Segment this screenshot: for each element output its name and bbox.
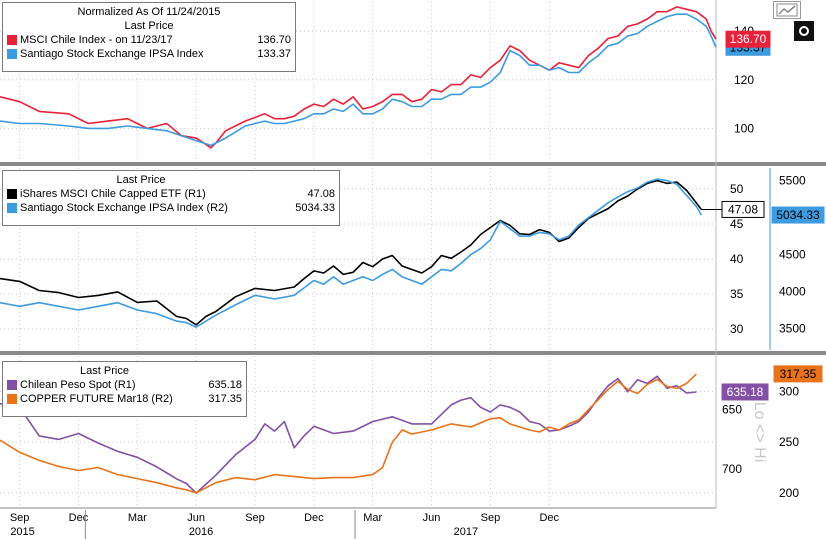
legend-bottom-item-copper[interactable]: COPPER FUTURE Mar18 (R2) 317.35 (7, 392, 242, 406)
y-tick-label-left: 30 (730, 322, 744, 336)
legend-swatch (7, 49, 17, 59)
legend-value: 5034.33 (295, 202, 335, 214)
y-tick-label-right: 4500 (779, 248, 806, 262)
x-tick-label: Jun (187, 512, 205, 524)
legend-top-title: Normalized As Of 11/24/2015 (77, 6, 221, 18)
line-chart-icon[interactable] (773, 1, 801, 19)
legend-swatch (7, 35, 17, 45)
legend-bottom-subtitle: Last Price (80, 365, 129, 377)
value-tag: 5034.33 (776, 208, 820, 222)
x-year-label: 2017 (454, 526, 478, 538)
y-tick-label: 120 (734, 73, 754, 87)
y-tick-label-left: 35 (730, 287, 744, 301)
x-tick-label: Mar (128, 512, 147, 524)
legend-middle[interactable]: Last Price iShares MSCI Chile Capped ETF… (2, 170, 340, 226)
x-tick-label: Mar (363, 512, 382, 524)
legend-swatch (7, 394, 17, 404)
y-tick-label-left: 45 (730, 217, 744, 231)
settings-dot-icon[interactable] (794, 21, 814, 41)
x-tick-label: Sep (10, 512, 30, 524)
legend-value: 136.70 (257, 34, 291, 46)
lo-hi-label: Lo <> Hi (751, 402, 768, 462)
y-tick-label-right: 250 (779, 435, 799, 449)
legend-bottom[interactable]: Last Price Chilean Peso Spot (R1) 635.18… (2, 361, 247, 417)
y-tick-label-right: 3500 (779, 322, 806, 336)
y-tick-label-right: 5500 (779, 174, 806, 188)
legend-top-item-ipsa[interactable]: Santiago Stock Exchange IPSA Index 133.3… (7, 47, 291, 61)
panel-separator (0, 162, 826, 166)
legend-label: Santiago Stock Exchange IPSA Index (20, 48, 204, 60)
value-tag: 317.35 (780, 367, 817, 381)
panel-separator (0, 351, 826, 355)
value-tag-bg (725, 30, 771, 48)
x-tick-label: Sep (245, 512, 265, 524)
legend-top-subtitle: Last Price (124, 20, 174, 32)
line-chart-glyph (776, 3, 798, 17)
value-tag-bg (721, 200, 765, 218)
series-line (0, 373, 697, 494)
y-tick-label-right: 4000 (779, 285, 806, 299)
legend-swatch (7, 203, 17, 213)
value-tag-bg (773, 365, 823, 383)
legend-label: Santiago Stock Exchange IPSA Index (R2) (20, 202, 228, 214)
legend-value: 133.37 (257, 48, 291, 60)
legend-top-item-msci[interactable]: MSCI Chile Index - on 11/23/17 136.70 (7, 33, 291, 47)
x-tick-label: Sep (481, 512, 501, 524)
value-tag-bg (771, 206, 825, 224)
legend-bottom-item-peso[interactable]: Chilean Peso Spot (R1) 635.18 (7, 378, 242, 392)
legend-swatch (7, 189, 17, 199)
y-tick-label: 100 (734, 121, 754, 135)
series-line (0, 178, 702, 328)
series-line (0, 6, 717, 149)
legend-label: MSCI Chile Index - on 11/23/17 (20, 34, 173, 46)
series-line (0, 13, 717, 147)
legend-label: Chilean Peso Spot (R1) (20, 379, 136, 391)
x-year-label: 2015 (10, 526, 34, 538)
legend-label: COPPER FUTURE Mar18 (R2) (20, 393, 173, 405)
value-tag-bg (721, 383, 769, 401)
value-tag: 635.18 (727, 385, 764, 399)
x-tick-label: Jun (423, 512, 441, 524)
y-tick-label-left: 650 (722, 403, 742, 417)
y-tick-label-left: 700 (722, 462, 742, 476)
x-year-label: 2016 (189, 526, 213, 538)
y-tick-label-left: 40 (730, 252, 744, 266)
legend-middle-item-ipsa[interactable]: Santiago Stock Exchange IPSA Index (R2) … (7, 201, 335, 215)
x-tick-label: Dec (69, 512, 89, 524)
y-tick-label-right: 200 (779, 486, 799, 500)
series-line (0, 179, 702, 326)
legend-middle-item-etf[interactable]: iShares MSCI Chile Capped ETF (R1) 47.08 (7, 187, 335, 201)
legend-value: 635.18 (208, 379, 242, 391)
y-tick-label-right: 300 (779, 384, 799, 398)
legend-swatch (7, 380, 17, 390)
x-tick-label: Dec (304, 512, 324, 524)
value-tag: 136.70 (730, 32, 767, 46)
x-tick-label: Dec (539, 512, 559, 524)
legend-value: 47.08 (307, 188, 335, 200)
legend-label: iShares MSCI Chile Capped ETF (R1) (20, 188, 206, 200)
y-tick-label-left: 50 (730, 182, 744, 196)
value-tag: 47.08 (728, 202, 758, 216)
series-line (0, 375, 697, 494)
legend-middle-subtitle: Last Price (116, 174, 166, 186)
settings-dot-glyph (799, 26, 809, 36)
legend-top[interactable]: Normalized As Of 11/24/2015 Last Price M… (2, 2, 296, 72)
legend-value: 317.35 (208, 393, 242, 405)
